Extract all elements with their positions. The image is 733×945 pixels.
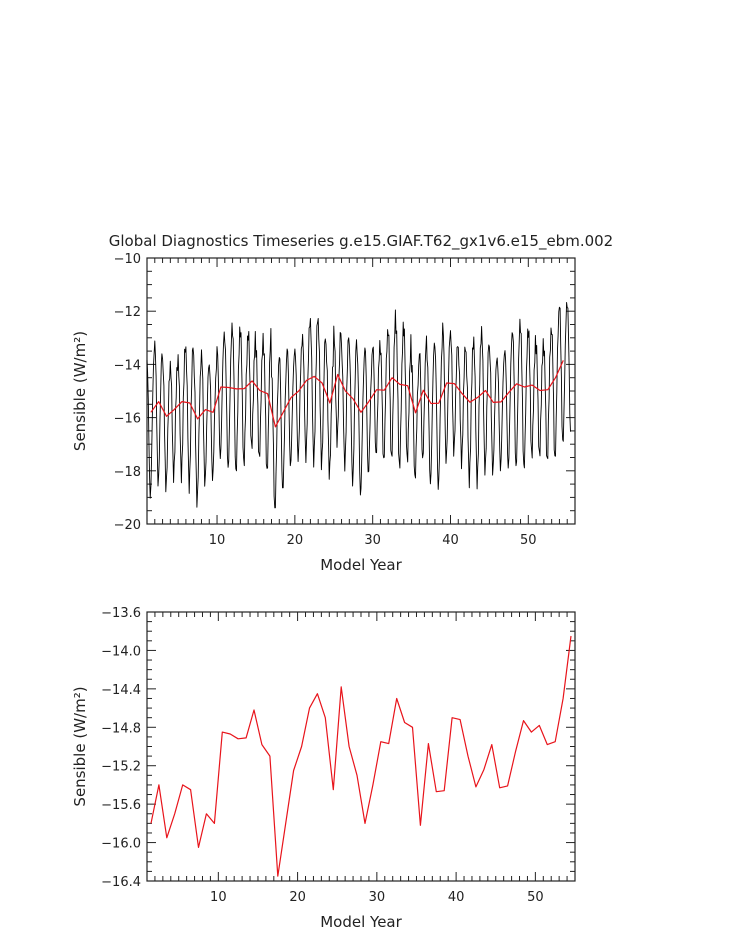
bottom-y-tick-label: −16.4 [101, 875, 141, 890]
top-y-tick-label: −18 [114, 465, 141, 480]
top-x-axis-label: Model Year [320, 556, 402, 574]
top-y-tick-label: −16 [114, 412, 141, 427]
bottom-y-axis-label: Sensible (W/m²) [71, 686, 89, 806]
bottom-y-tick-label: −15.6 [101, 798, 141, 813]
top-y-tick-label: −14 [114, 358, 141, 373]
bottom-y-tick-label: −16.0 [101, 837, 141, 852]
bottom-y-tick-label: −14.4 [101, 683, 141, 698]
top-y-axis-label: Sensible (W/m²) [71, 331, 89, 451]
bottom-series-annual-mean [150, 635, 572, 877]
bottom-x-tick-label: 10 [210, 890, 227, 905]
top-y-tick-label: −10 [114, 252, 141, 267]
chart-title: Global Diagnostics Timeseries g.e15.GIAF… [109, 232, 613, 251]
bottom-y-tick-label: −15.2 [101, 760, 141, 775]
top-y-tick-label: −12 [114, 305, 141, 320]
bottom-x-axis-label: Model Year [320, 913, 402, 931]
bottom-y-tick-label: −14.8 [101, 721, 141, 736]
top-y-tick-label: −20 [114, 518, 141, 533]
top-series-annual-mean [150, 360, 564, 428]
top-x-tick-label: 30 [364, 533, 381, 548]
top-chart: 10 20 30 40 50 −20 −18 −16 −14 −12 −10 Model Year Se… [71, 252, 576, 574]
bottom-y-tick-label: −13.6 [101, 606, 141, 621]
top-x-tick-label: 20 [287, 533, 304, 548]
bottom-y-tick-label: −14.0 [101, 644, 141, 659]
bottom-x-tick-label: 50 [527, 890, 544, 905]
bottom-plot-frame [146, 611, 576, 882]
top-series-monthly [146, 301, 571, 509]
bottom-x-tick-label: 20 [289, 890, 306, 905]
bottom-chart: 10 20 30 40 50 −16.4 −16.0 −15.6 −15.2 −14.8 −14.4… [71, 606, 576, 931]
bottom-x-tick-label: 30 [369, 890, 386, 905]
top-x-tick-label: 40 [442, 533, 459, 548]
top-x-tick-label: 50 [520, 533, 537, 548]
top-x-tick-label: 10 [209, 533, 226, 548]
bottom-x-tick-label: 40 [448, 890, 465, 905]
